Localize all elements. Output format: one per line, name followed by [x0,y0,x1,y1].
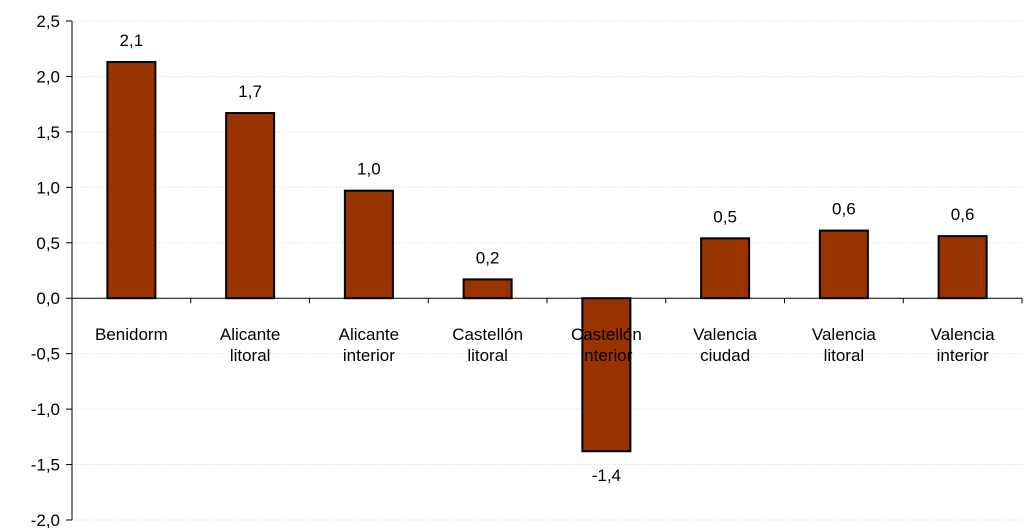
bar [581,297,632,453]
y-tick-label: 2,5 [36,12,60,31]
category-label: Castellón litoral [452,325,523,365]
data-label: 0,6 [832,200,856,219]
category-label: Alicante interior [339,325,399,365]
category-label: Castellón interior [571,325,642,365]
data-label: 1,0 [357,160,381,179]
y-tick-label: 2,0 [36,67,60,86]
y-tick-label: -2,0 [31,511,60,530]
data-label: 0,2 [476,248,500,267]
category-label: Benidorm [95,325,168,344]
data-label: 2,1 [120,31,144,50]
category-label: Alicante litoral [220,325,280,365]
y-tick-label: -1,0 [31,400,60,419]
y-tick-label: 0,0 [36,289,60,308]
y-tick-label: -1,5 [31,456,60,475]
category-label: Valencia interior [931,325,995,365]
y-tick-label: -0,5 [31,345,60,364]
bar [343,189,394,300]
data-label: 0,5 [713,207,737,226]
bar [818,229,869,300]
gridlines [72,20,1022,521]
data-label: 1,7 [238,82,262,101]
bar [462,278,513,300]
bar [937,235,988,300]
y-tick-label: 0,5 [36,234,60,253]
bar [106,61,157,300]
category-label: Valencia ciudad [693,325,757,365]
bars [106,61,988,453]
y-tick-label: 1,0 [36,178,60,197]
bar [225,112,276,300]
labels: 2,5 2,0 1,5 1,0 0,5 0,0 -0,5 -1,0 -1,5 -2,0 Benido… [31,12,995,530]
data-label: -1,4 [592,466,621,485]
data-label: 0,6 [951,205,975,224]
bar [700,237,751,300]
category-label: Valencia litoral [812,325,876,365]
y-tick-label: 1,5 [36,123,60,142]
axes [66,20,1023,521]
